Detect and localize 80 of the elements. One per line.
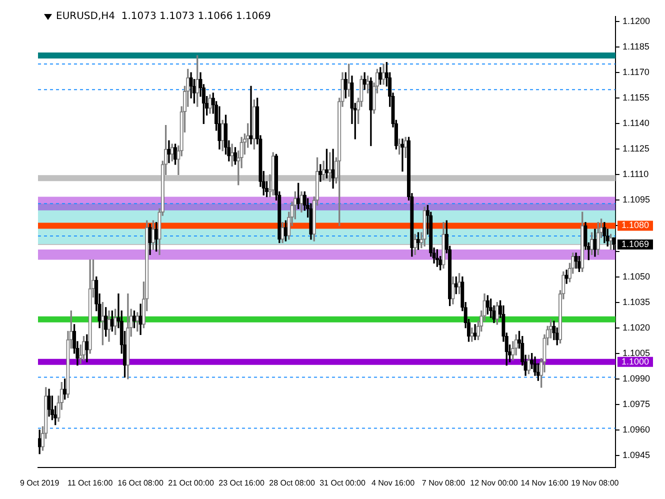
candlestick	[88, 259, 92, 354]
y-tick-label: 1.1125	[622, 144, 650, 154]
x-tick-label: 12 Nov 00:00	[470, 478, 518, 488]
y-tick-label: 1.1020	[622, 322, 650, 332]
x-tick-label: 28 Oct 08:00	[269, 478, 316, 488]
chart-title: EURUSD,H4 1.1073 1.1073 1.1066 1.1069	[56, 11, 271, 22]
candlestick	[138, 304, 142, 335]
candlestick	[590, 232, 594, 255]
candlestick	[126, 293, 130, 380]
candlestick	[382, 64, 386, 85]
x-tick-label: 23 Oct 16:00	[218, 478, 265, 488]
candlestick	[346, 64, 351, 97]
x-tick-label: 7 Nov 08:00	[422, 478, 466, 488]
y-tick-label: 1.1200	[622, 16, 650, 26]
y-tick-label: 1.0960	[622, 424, 650, 434]
candlestick	[580, 212, 584, 272]
candlestick	[252, 99, 256, 150]
candlestick	[271, 152, 275, 196]
candlestick	[362, 72, 366, 90]
candlestick	[208, 94, 212, 114]
candlestick	[596, 222, 600, 255]
candlestick	[366, 76, 370, 94]
candlestick	[400, 138, 404, 172]
x-tick-label: 9 Oct 2019	[20, 478, 60, 488]
y-tick-label: 1.1140	[622, 118, 650, 128]
y-tick-label: 1.1170	[622, 67, 650, 78]
candlestick	[451, 276, 455, 304]
candlestick	[457, 273, 462, 294]
candlestick	[328, 152, 332, 182]
candlestick	[148, 224, 152, 255]
candlestick	[173, 144, 178, 165]
candlestick	[233, 147, 238, 165]
candlestick	[249, 86, 253, 144]
candlestick	[574, 252, 578, 269]
candlestick	[577, 256, 582, 272]
candlestick	[404, 136, 408, 158]
candlestick	[322, 160, 326, 180]
candlestick	[167, 140, 171, 164]
candlestick	[324, 148, 329, 178]
y-tick-label: 1.0945	[622, 450, 650, 460]
x-tick-label: 4 Nov 16:00	[371, 478, 416, 488]
candlestick	[331, 148, 335, 189]
candlestick	[230, 144, 234, 166]
candlestick	[318, 164, 322, 182]
ref-line-label: 1.1000	[621, 356, 650, 366]
candlestick	[196, 55, 200, 107]
y-tick-label: 1.1185	[622, 42, 650, 52]
candlestick	[104, 307, 108, 337]
candlestick	[564, 270, 568, 284]
y-tick-label: 1.1005	[622, 348, 650, 358]
y-tick-label: 1.1035	[622, 296, 650, 307]
ref-line-label: 1.1080	[621, 220, 650, 230]
x-tick-label: 21 Oct 00:00	[168, 478, 214, 488]
x-tick-label: 14 Nov 16:00	[520, 478, 569, 488]
y-tick-label: 1.1110	[622, 169, 649, 180]
candlestick	[296, 182, 300, 210]
y-tick-label: 1.1095	[622, 194, 650, 205]
x-tick-label: 16 Oct 08:00	[118, 478, 164, 488]
x-tick-label: 11 Oct 16:00	[67, 478, 114, 488]
candlestick	[82, 336, 86, 361]
candlestick	[170, 144, 174, 162]
candlestick	[107, 310, 111, 342]
candlestick	[47, 388, 51, 417]
candlestick	[442, 222, 446, 269]
x-tick-label: 31 Oct 00:00	[320, 478, 366, 488]
x-tick-label: 19 Nov 08:00	[571, 478, 620, 488]
candlestick	[300, 191, 304, 212]
y-tick-label: 1.1050	[622, 271, 650, 282]
y-tick-label: 1.1155	[622, 92, 650, 103]
candlestick	[284, 220, 288, 242]
candlestick	[132, 310, 136, 328]
y-tick-label: 1.0975	[622, 398, 650, 409]
candlestick	[422, 206, 426, 246]
ref-line-label: 1.1069	[621, 238, 650, 249]
candlestick	[85, 334, 89, 362]
candlestick	[136, 312, 140, 332]
y-tick-label: 1.0990	[622, 373, 650, 384]
candlestick	[280, 222, 284, 244]
candlestick	[100, 302, 105, 346]
candlestick	[473, 324, 477, 340]
